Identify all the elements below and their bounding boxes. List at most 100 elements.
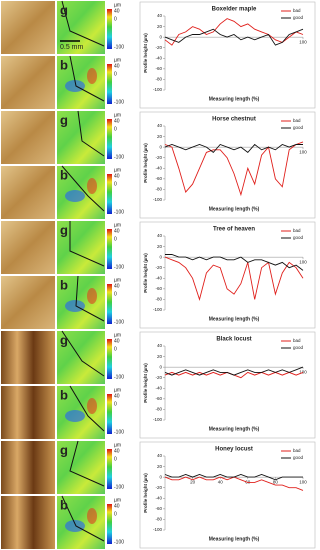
x-axis-label: Measuring length (%) [209, 536, 260, 542]
colorbar-tick: 0 [114, 16, 117, 22]
colorbar-tick: -100 [114, 44, 124, 50]
micrograph [1, 496, 55, 549]
height-map [57, 441, 105, 494]
micrograph [1, 56, 55, 109]
colorbar-tick: -100 [114, 154, 124, 160]
chart-title: Black locust [216, 337, 251, 343]
y-tick-label: -40 [155, 495, 162, 500]
y-tick-label: -100 [153, 307, 163, 312]
micrograph [1, 111, 55, 164]
map-blob [87, 178, 97, 194]
boundary-line [69, 385, 105, 432]
boundary-line [69, 221, 105, 267]
y-axis-label: Profile height (µm) [143, 33, 148, 73]
y-tick-label: -80 [155, 517, 162, 522]
boundary-line [61, 495, 105, 542]
series-line [164, 28, 304, 46]
legend-label: good [293, 455, 304, 460]
colorbar-tick: 40 [114, 503, 120, 509]
legend-label: bad [293, 448, 301, 453]
boundary-line [69, 440, 105, 487]
micrograph [1, 441, 55, 494]
colorbar [107, 119, 112, 159]
chart-title: Boxelder maple [212, 7, 257, 13]
chart-frame [139, 331, 316, 439]
y-axis-label: Profile height (µm) [143, 253, 148, 293]
colorbar-unit: µm [114, 497, 121, 503]
legend-label: good [293, 15, 304, 20]
panel-label: g [60, 442, 68, 457]
colorbar-tick: 40 [114, 448, 120, 454]
legend-label: bad [293, 8, 301, 13]
colorbar [107, 64, 112, 104]
x-tick-label: 100 [299, 479, 307, 484]
colorbar [107, 339, 112, 379]
colorbar-tick: 0 [114, 291, 117, 297]
legend-label: good [293, 235, 304, 240]
y-tick-label: -100 [153, 197, 163, 202]
boundary-line [61, 165, 105, 212]
y-axis-label: Profile height (µm) [143, 363, 148, 403]
colorbar-tick: -100 [114, 539, 124, 545]
panel-label: b [60, 277, 68, 292]
legend-label: bad [293, 118, 301, 123]
colorbar-unit: µm [114, 442, 121, 448]
colorbar [107, 504, 112, 544]
chart-title: Horse chestnut [212, 117, 256, 123]
colorbar-tick: -100 [114, 209, 124, 215]
panel-label: b [60, 497, 68, 512]
legend-label: bad [293, 338, 301, 343]
y-tick-label: -40 [155, 385, 162, 390]
x-axis-label: Measuring length (%) [209, 426, 260, 432]
colorbar [107, 284, 112, 324]
colorbar-tick: 40 [114, 283, 120, 289]
map-blob [65, 80, 85, 92]
micrograph [1, 221, 55, 274]
colorbar-unit: µm [114, 387, 121, 393]
colorbar-tick: 40 [114, 173, 120, 179]
chart-title: Tree of heaven [213, 227, 255, 233]
series-line [164, 141, 304, 197]
map-blob [87, 508, 97, 524]
map-blob [87, 68, 97, 84]
colorbar-tick: 0 [114, 126, 117, 132]
colorbar-tick: -100 [114, 319, 124, 325]
scale-label: 0.5 mm [60, 44, 84, 51]
y-tick-label: 40 [157, 233, 163, 238]
y-tick-label: 0 [159, 474, 162, 479]
y-tick-label: -80 [155, 187, 162, 192]
series-line [164, 366, 304, 376]
y-tick-label: 40 [157, 13, 163, 18]
chart-frame [139, 1, 316, 109]
boundary-line [77, 110, 105, 157]
colorbar-tick: 40 [114, 63, 120, 69]
y-tick-label: -20 [155, 155, 162, 160]
panel-label: b [60, 167, 68, 182]
y-tick-label: -80 [155, 297, 162, 302]
series-line [164, 474, 303, 481]
micrograph [1, 166, 55, 219]
legend-label: good [293, 125, 304, 130]
height-map [57, 111, 105, 164]
y-tick-label: 40 [157, 453, 163, 458]
colorbar-tick: -100 [114, 99, 124, 105]
colorbar-unit: µm [114, 112, 121, 118]
y-tick-label: 20 [157, 354, 163, 359]
colorbar-tick: 40 [114, 228, 120, 234]
map-blob [87, 398, 97, 414]
map-blob [65, 190, 85, 202]
x-tick-label: 40 [218, 479, 224, 484]
colorbar-unit: µm [114, 57, 121, 63]
legend-label: good [293, 345, 304, 350]
micrograph [1, 386, 55, 439]
colorbar [107, 229, 112, 269]
y-tick-label: 20 [157, 24, 163, 29]
y-tick-label: 0 [159, 144, 162, 149]
colorbar-tick: 40 [114, 118, 120, 124]
colorbar-tick: -100 [114, 429, 124, 435]
colorbar-tick: 0 [114, 456, 117, 462]
y-tick-label: -80 [155, 407, 162, 412]
panel-label: g [60, 222, 68, 237]
y-tick-label: -60 [155, 286, 162, 291]
